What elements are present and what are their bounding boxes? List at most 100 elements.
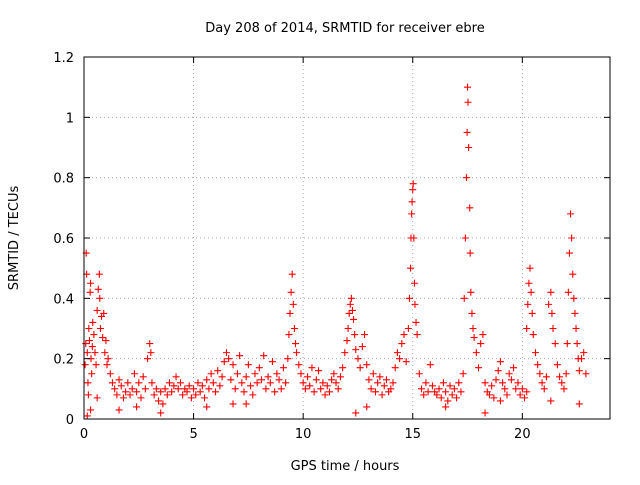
data-point [266,379,274,387]
data-point [558,379,566,387]
y-tick-label: 1 [66,111,74,126]
data-point [461,234,469,242]
data-point [470,334,478,342]
data-point [462,174,470,182]
data-point [492,376,500,384]
data-point [410,234,418,242]
data-point [133,403,141,411]
data-point [549,325,557,332]
data-point [344,325,352,332]
data-point [562,370,570,378]
y-axis-ticks: 0 0.2 0.4 0.6 0.8 1 1.2 [53,51,610,428]
data-point [218,373,226,381]
data-point [341,349,349,357]
data-point [198,382,206,390]
data-points [81,83,590,420]
data-point [542,373,550,381]
data-point [412,318,420,326]
data-point [94,285,102,293]
data-point [528,309,536,317]
x-tick-label: 5 [189,427,197,442]
data-point [209,379,217,387]
data-point [437,394,445,402]
data-point [496,397,504,405]
data-point [289,300,297,308]
data-point [88,343,96,351]
data-point [185,382,193,390]
data-point [161,385,169,393]
data-point [351,331,359,339]
data-point [336,373,344,381]
data-point [405,294,413,302]
y-tick-label: 0.8 [53,172,74,187]
data-point [203,403,211,411]
data-point [170,382,178,390]
data-point [459,370,467,378]
data-point [527,288,535,296]
data-point [499,379,507,387]
data-point [503,391,511,399]
data-point [468,309,476,317]
data-point [393,349,401,357]
data-point [413,331,421,339]
data-point [457,388,465,396]
data-point [174,385,182,393]
data-point [139,373,147,381]
data-point [249,391,257,399]
data-point [348,306,356,314]
data-point [409,186,417,194]
data-point [387,385,395,393]
data-point [551,340,559,348]
data-point [279,364,287,372]
data-point [83,349,91,357]
data-point [299,379,307,387]
data-point [83,412,91,420]
data-point [571,309,579,317]
data-point [547,288,555,296]
data-point [568,234,576,242]
data-point [409,180,417,188]
x-tick-label: 0 [80,427,88,442]
data-point [514,379,522,387]
data-point [428,382,436,390]
data-point [464,83,472,91]
data-point [147,349,155,357]
data-point [402,358,410,366]
data-point [190,385,198,393]
data-point [144,355,152,363]
data-point [475,364,482,372]
data-point [345,309,353,317]
data-point [516,391,524,399]
data-point [100,309,108,317]
data-point [152,385,160,393]
data-point [271,388,279,396]
data-point [225,355,233,363]
data-point [352,409,360,417]
y-tick-label: 0.6 [53,232,74,247]
data-point [507,376,515,384]
data-point [220,358,228,366]
data-point [163,391,171,399]
data-point [130,370,138,378]
data-point [137,394,145,402]
data-point [521,394,529,402]
data-point [165,379,173,387]
data-point [371,388,379,396]
data-point [477,340,485,348]
data-point [291,340,299,348]
y-tick-label: 0 [66,413,74,428]
data-point [148,379,156,387]
data-point [262,385,270,393]
x-tick-label: 15 [404,427,421,442]
data-point [179,391,187,399]
data-point [192,391,200,399]
data-point [203,376,211,384]
data-point [242,373,250,381]
data-point [529,331,537,339]
data-point [391,364,399,372]
data-point [545,300,553,308]
data-point [128,385,136,393]
data-point [330,370,338,378]
data-point [408,210,416,218]
